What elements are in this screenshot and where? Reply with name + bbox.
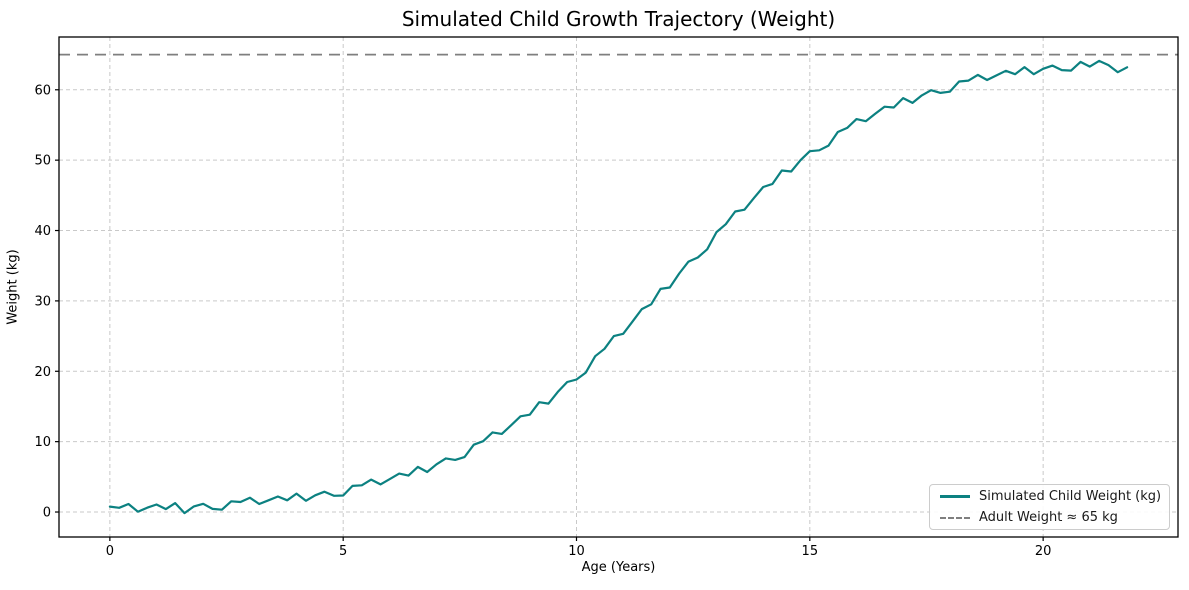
x-tick-label: 15	[802, 544, 819, 559]
y-tick-label: 10	[34, 435, 51, 450]
chart-title: Simulated Child Growth Trajectory (Weigh…	[401, 7, 836, 31]
x-tick-label: 10	[568, 544, 585, 559]
y-tick-label: 30	[34, 294, 51, 309]
child-weight-curve	[108, 59, 1129, 515]
x-tick-label: 5	[339, 544, 347, 559]
solid-line-swatch-icon	[940, 495, 970, 498]
dashed-line-swatch-icon	[940, 516, 970, 519]
x-tick-label: 0	[106, 544, 114, 559]
legend-item-adult-weight: Adult Weight ≈ 65 kg	[940, 509, 1161, 527]
plot-border	[58, 36, 1179, 538]
legend-label: Adult Weight ≈ 65 kg	[979, 510, 1118, 525]
legend-item-child-weight: Simulated Child Weight (kg)	[940, 488, 1161, 506]
legend: Simulated Child Weight (kg) Adult Weight…	[929, 484, 1170, 530]
y-tick-label: 40	[34, 224, 51, 239]
y-tick-label: 20	[34, 365, 51, 380]
legend-label: Simulated Child Weight (kg)	[979, 489, 1162, 504]
y-axis-label: Weight (kg)	[5, 249, 21, 325]
y-tick-label: 60	[34, 83, 51, 98]
x-axis-label: Age (Years)	[581, 560, 656, 575]
x-tick-label: 20	[1035, 544, 1052, 559]
y-tick-label: 50	[34, 154, 51, 169]
y-tick-label: 0	[43, 506, 51, 521]
